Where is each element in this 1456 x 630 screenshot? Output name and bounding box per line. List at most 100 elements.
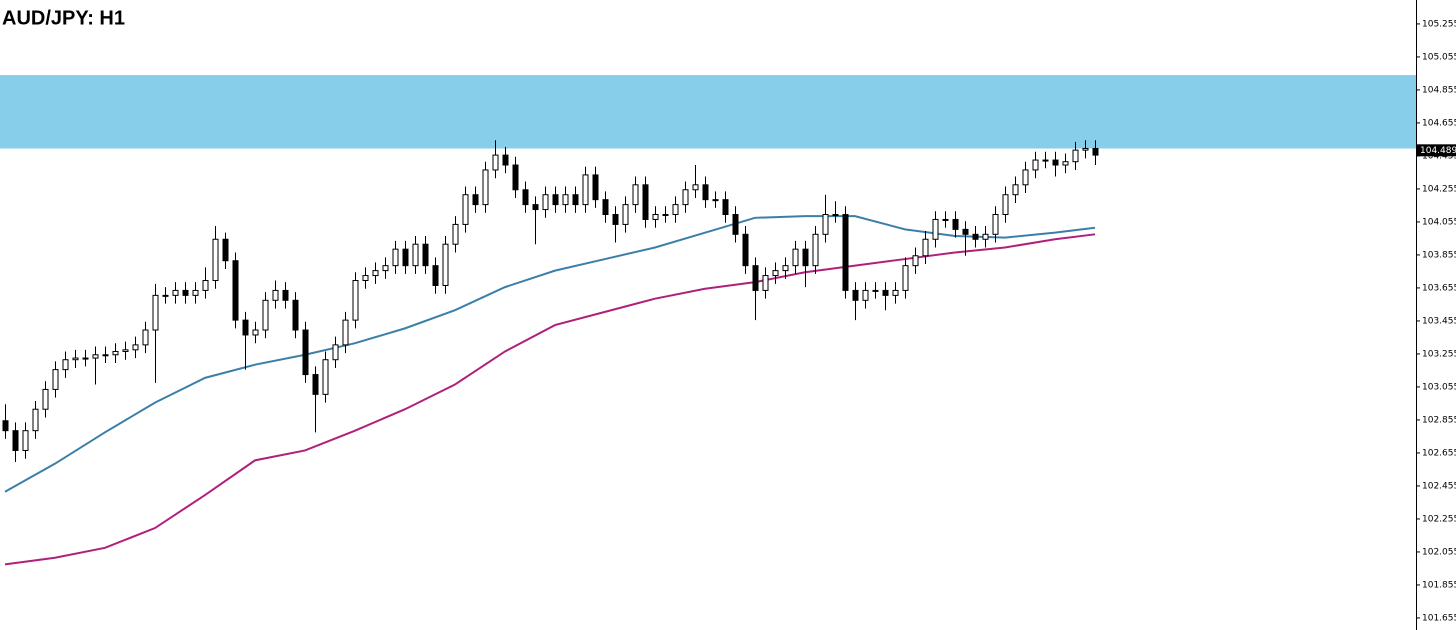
candle-body xyxy=(32,408,39,432)
y-tick-label: 104.055 xyxy=(1422,217,1456,227)
candle-body xyxy=(852,289,859,301)
candle-body xyxy=(212,238,219,282)
candle-body xyxy=(352,280,359,321)
candle-body xyxy=(1052,159,1059,166)
candle-body xyxy=(582,174,589,206)
candle-body xyxy=(402,248,409,267)
candle-body xyxy=(122,349,129,352)
y-tick-label: 104.855 xyxy=(1422,85,1456,95)
candle-body xyxy=(972,233,979,240)
candle-body xyxy=(1012,184,1019,196)
candle-body xyxy=(822,214,829,235)
candle-body xyxy=(322,359,329,395)
candle-body xyxy=(1032,159,1039,171)
y-tick-label: 102.255 xyxy=(1422,514,1456,524)
last-price-box xyxy=(1417,144,1456,157)
candle-body xyxy=(482,169,489,206)
candle-body xyxy=(72,357,79,361)
y-tick-label: 105.055 xyxy=(1422,52,1456,62)
moving-average-line xyxy=(4,233,1096,566)
candle-body xyxy=(392,248,399,267)
y-tick-label: 102.055 xyxy=(1422,547,1456,557)
candle-body xyxy=(612,214,619,225)
last-price-label: 104.489 xyxy=(1420,146,1456,156)
candle-body xyxy=(562,194,569,206)
candle-body xyxy=(142,329,149,346)
candle-body xyxy=(332,344,339,361)
candle-body xyxy=(812,233,819,267)
candle-body xyxy=(362,275,369,282)
candle-body xyxy=(282,289,289,301)
candle-body xyxy=(682,189,689,206)
candle-body xyxy=(92,354,99,359)
candle-body xyxy=(82,357,89,360)
candle-body xyxy=(342,319,349,346)
candle-body xyxy=(672,204,679,216)
chart-title: AUD/JPY: H1 xyxy=(2,7,125,29)
candle-body xyxy=(572,194,579,206)
candle-body xyxy=(382,265,389,272)
candle-body xyxy=(512,164,519,191)
y-tick-label: 101.855 xyxy=(1422,580,1456,590)
y-tick-label: 105.255 xyxy=(1422,19,1456,29)
candle-body xyxy=(42,388,49,410)
candle-body xyxy=(802,248,809,267)
candle-body xyxy=(1002,194,1009,216)
y-tick-label: 102.455 xyxy=(1422,481,1456,491)
candle-body xyxy=(862,289,869,301)
y-tick-label: 104.655 xyxy=(1422,118,1456,128)
candle-body xyxy=(472,194,479,206)
candle-body xyxy=(132,344,139,351)
candle-body xyxy=(762,275,769,291)
candle-body xyxy=(912,255,919,267)
candle-body xyxy=(652,214,659,220)
y-tick-label: 103.255 xyxy=(1422,349,1456,359)
candle-body xyxy=(942,218,949,221)
candle-body xyxy=(462,194,469,225)
y-tick-label: 104.455 xyxy=(1422,151,1456,161)
candle-body xyxy=(842,214,849,291)
candle-body xyxy=(532,204,539,211)
candle-body xyxy=(252,329,259,336)
candle-body xyxy=(662,214,669,217)
y-tick-label: 104.255 xyxy=(1422,184,1456,194)
candle-body xyxy=(112,350,119,356)
candle-body xyxy=(102,354,109,357)
candle-body xyxy=(882,289,889,296)
candle-body xyxy=(772,270,779,277)
y-tick-label: 103.055 xyxy=(1422,382,1456,392)
candle-body xyxy=(172,289,179,296)
candle-body xyxy=(902,265,909,291)
candle-body xyxy=(432,265,439,286)
y-tick-label: 103.455 xyxy=(1422,316,1456,326)
candle-body xyxy=(182,289,189,296)
candle-body xyxy=(752,265,759,291)
candle-body xyxy=(272,289,279,301)
candle-body xyxy=(592,174,599,201)
candle-body xyxy=(1092,148,1099,156)
candle-body xyxy=(952,218,959,230)
candle-body xyxy=(602,199,609,216)
candle-body xyxy=(192,289,199,296)
candle-body xyxy=(232,260,239,321)
candle-body xyxy=(702,184,709,201)
candle-body xyxy=(792,248,799,267)
resistance-zone xyxy=(0,75,1416,149)
candle-body xyxy=(632,184,639,206)
candle-body xyxy=(542,194,549,211)
candle-body xyxy=(502,154,509,166)
candle-body xyxy=(892,289,899,296)
candle-body xyxy=(1022,169,1029,186)
candle-body xyxy=(292,299,299,331)
candle-body xyxy=(1082,148,1089,151)
candle-body xyxy=(992,214,999,235)
candle-body xyxy=(832,214,839,217)
y-tick-label: 103.655 xyxy=(1422,283,1456,293)
y-tick-label: 103.855 xyxy=(1422,250,1456,260)
candle-body xyxy=(422,243,429,267)
candle-body xyxy=(712,199,719,202)
candle-body xyxy=(922,238,929,257)
candle-body xyxy=(222,238,229,262)
